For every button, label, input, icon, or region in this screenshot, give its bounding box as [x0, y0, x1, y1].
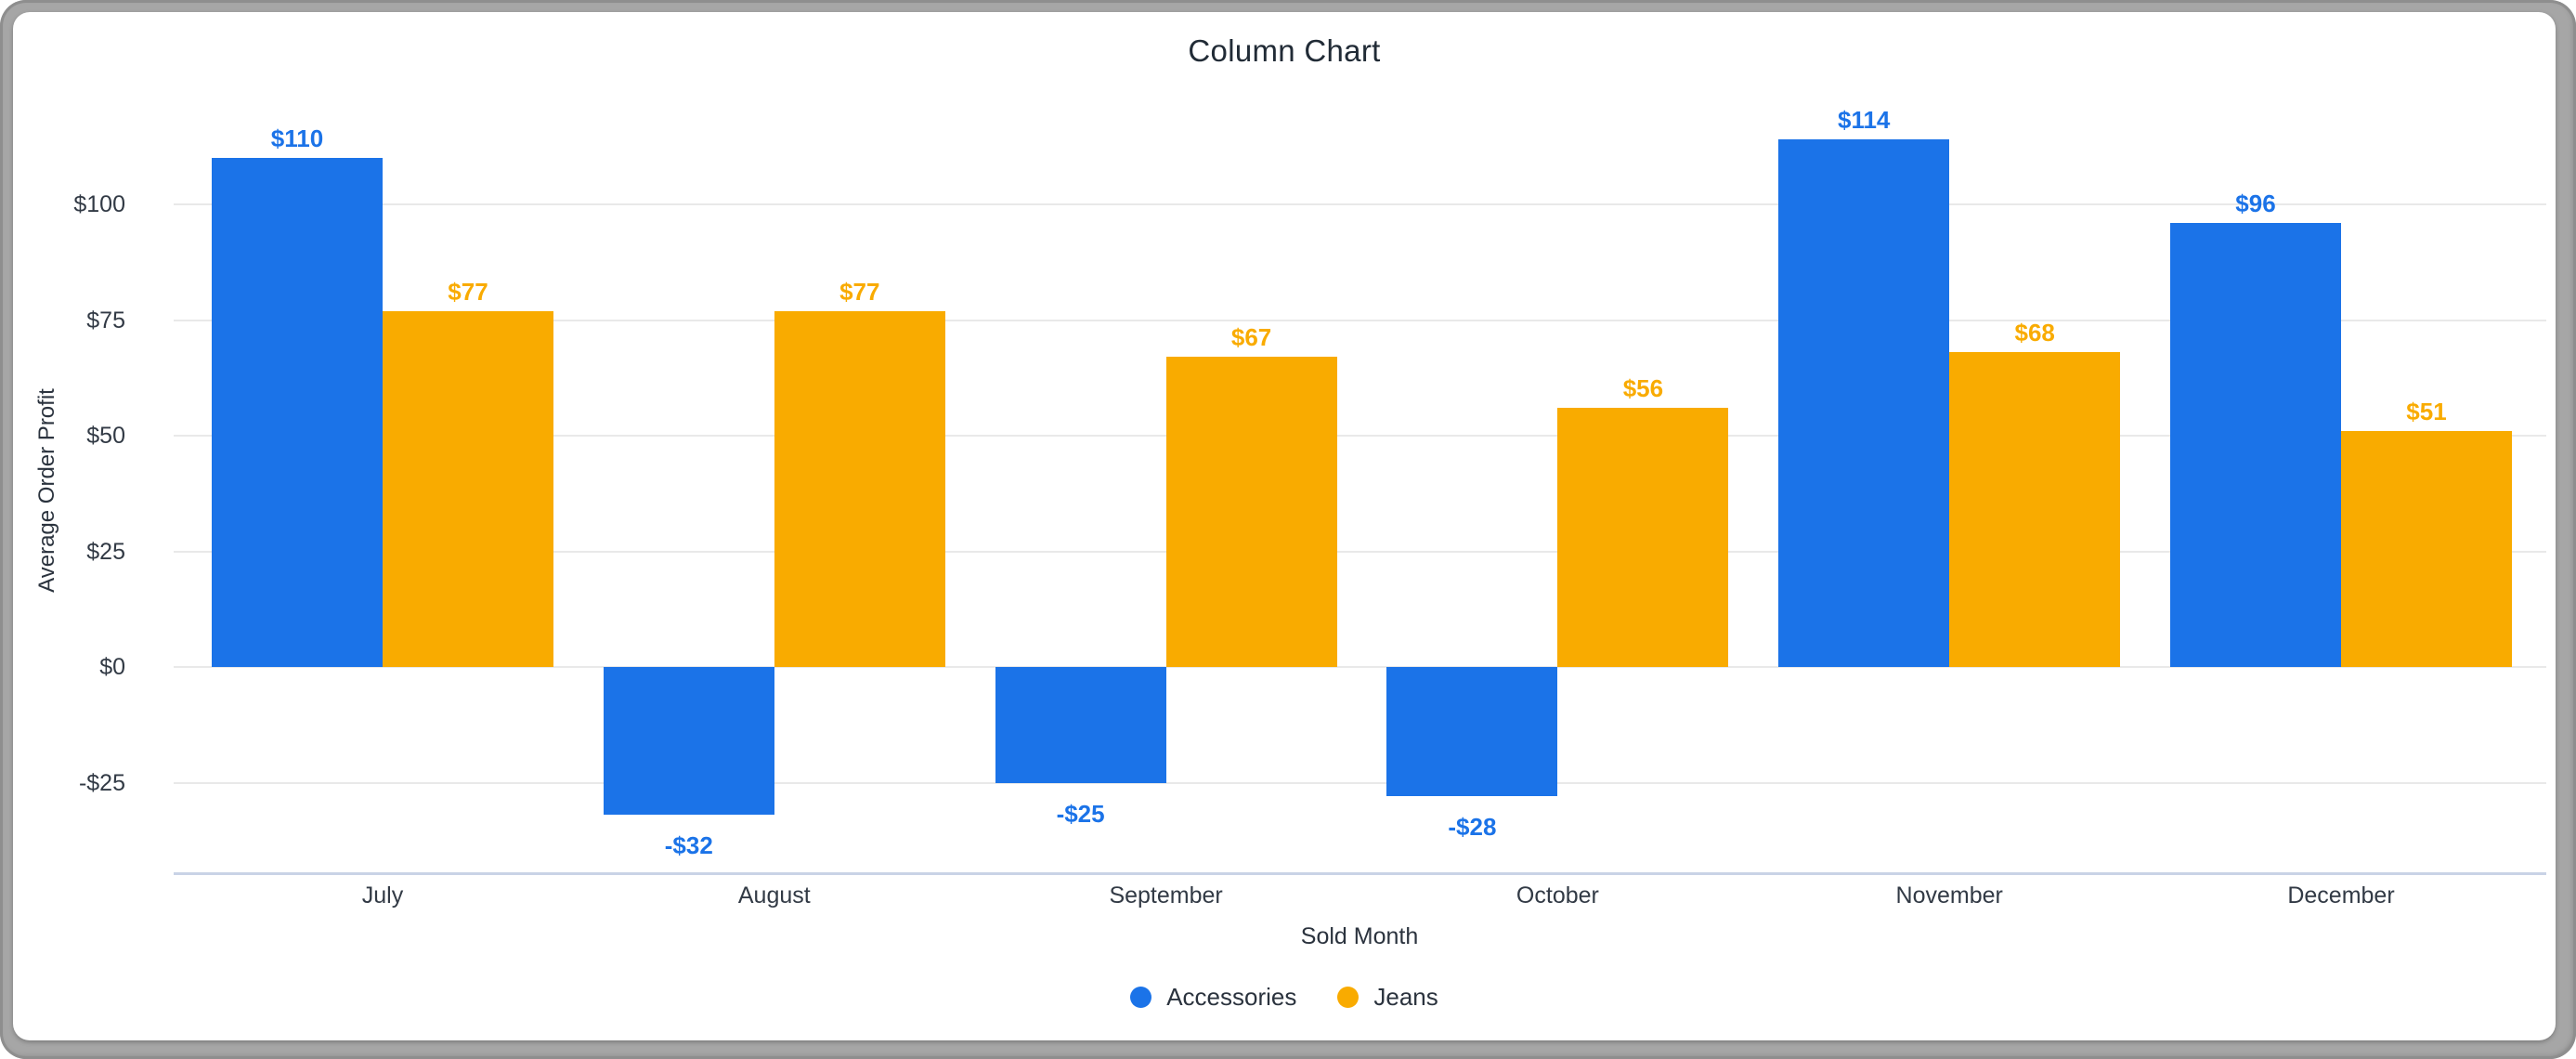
gridline	[174, 550, 2546, 553]
bar-accessories-july[interactable]	[212, 158, 383, 667]
x-tick-november: November	[1895, 882, 2003, 909]
legend-swatch-jeans	[1337, 986, 1360, 1008]
chart-card: Column Chart $100 $75 $50 $25 $0 -$25 July Augu…	[13, 12, 2556, 1040]
y-tick-label: $75	[86, 307, 125, 333]
bar-value-label-jeans-september: $67	[1230, 323, 1272, 352]
bar-value-label-accessories-august: -$32	[664, 831, 713, 860]
gridline	[174, 435, 2546, 437]
bar-value-label-accessories-november: $114	[1837, 106, 1891, 135]
y-axis-title: Average Order Profit	[34, 388, 59, 593]
gridline	[174, 781, 2546, 784]
x-tick-july: July	[361, 882, 404, 909]
bar-value-label-jeans-august: $77	[839, 277, 880, 306]
x-axis-line	[174, 872, 2546, 875]
y-tick-label: $50	[86, 423, 125, 449]
y-tick-label: $25	[86, 538, 125, 565]
gridline	[174, 203, 2546, 205]
bar-accessories-october[interactable]	[1386, 667, 1558, 797]
bar-value-label-jeans-december: $51	[2406, 398, 2447, 426]
bar-value-label-accessories-september: -$25	[1056, 799, 1105, 828]
bar-accessories-december[interactable]	[2170, 222, 2341, 667]
bar-value-label-accessories-july: $110	[270, 124, 324, 153]
x-tick-september: September	[1109, 882, 1223, 909]
x-tick-october: October	[1516, 882, 1599, 909]
legend: Accessories Jeans	[13, 982, 2556, 1012]
legend-item-jeans[interactable]: Jeans	[1337, 982, 1438, 1012]
bar-jeans-november[interactable]	[1949, 352, 2121, 667]
bar-value-label-jeans-october: $56	[1622, 374, 1664, 403]
x-axis-title-text: Sold Month	[1300, 923, 1419, 949]
gridline	[174, 666, 2546, 668]
legend-label-jeans: Jeans	[1373, 983, 1438, 1011]
bar-jeans-october[interactable]	[1557, 408, 1729, 667]
x-tick-august: August	[737, 882, 811, 909]
legend-label-accessories: Accessories	[1166, 983, 1297, 1011]
bar-value-label-accessories-october: -$28	[1448, 813, 1497, 842]
bar-jeans-august[interactable]	[774, 310, 945, 667]
bar-value-label-jeans-july: $77	[448, 277, 488, 306]
bar-accessories-september[interactable]	[995, 667, 1166, 783]
plot-area: $100 $75 $50 $25 $0 -$25 July August September Oc…	[13, 12, 2556, 1040]
y-tick-label: $100	[73, 191, 125, 217]
chart-title: Column Chart	[1188, 33, 1381, 68]
bar-jeans-december[interactable]	[2341, 431, 2512, 667]
bar-value-label-jeans-november: $68	[2014, 319, 2055, 347]
y-tick-label: -$25	[78, 769, 125, 796]
x-axis-title: Sold Month	[13, 922, 2556, 950]
legend-swatch-accessories	[1130, 986, 1152, 1008]
gridline	[174, 319, 2546, 321]
bar-value-label-accessories-december: $96	[2235, 189, 2276, 217]
bar-accessories-august[interactable]	[603, 667, 774, 816]
legend-item-accessories[interactable]: Accessories	[1130, 982, 1296, 1012]
y-tick-label: $0	[99, 654, 125, 680]
bar-jeans-september[interactable]	[1165, 357, 1337, 667]
bar-jeans-july[interactable]	[383, 310, 553, 667]
x-tick-december: December	[2287, 882, 2395, 909]
bar-accessories-november[interactable]	[1778, 139, 1950, 667]
